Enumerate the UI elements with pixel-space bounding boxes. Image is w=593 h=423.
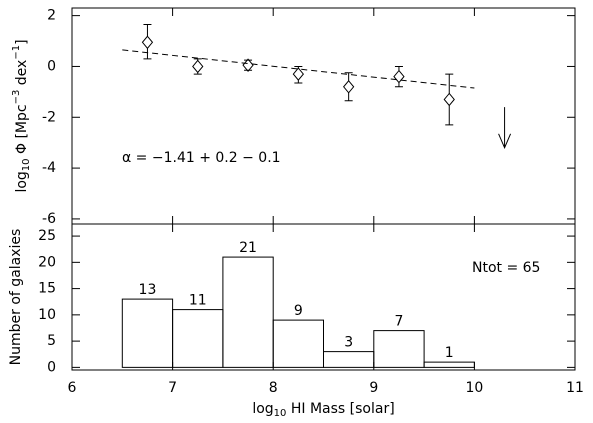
y-tick-label: 5 — [47, 333, 56, 349]
label-part: −1 — [11, 45, 22, 60]
label-part: HI Mass [solar] — [286, 401, 394, 417]
error-bar — [344, 72, 353, 102]
data-point — [141, 35, 154, 50]
label-part: 10 — [21, 158, 32, 171]
y-tick-label: -4 — [42, 160, 56, 176]
error-bar — [294, 65, 303, 84]
x-tick-label: 10 — [465, 380, 483, 396]
axis-label: log10 Φ [Mpc−3 dex−1] — [11, 39, 32, 192]
data-point — [342, 79, 355, 94]
y-axis-label: Number of galaxies — [8, 229, 24, 366]
plot-frame — [71, 7, 576, 225]
data-point — [393, 69, 405, 84]
value-label: 13 — [139, 282, 157, 298]
value-label: 3 — [344, 335, 353, 351]
histogram-bar — [172, 309, 224, 368]
error-bar — [445, 73, 454, 126]
y-tick-label: 0 — [47, 359, 56, 375]
data-point — [242, 58, 254, 72]
error-bar — [394, 65, 403, 88]
y-tick-label: 25 — [38, 228, 56, 244]
y-tick-label: 20 — [38, 254, 56, 270]
value-label: 7 — [394, 314, 403, 330]
value-label: 11 — [189, 293, 207, 309]
histogram-bar — [222, 256, 274, 368]
y-tick-label: -2 — [42, 109, 56, 125]
y-tick-label: 10 — [38, 307, 56, 323]
label-part: log — [252, 401, 273, 417]
label-part: −3 — [11, 90, 22, 105]
data-point — [192, 59, 204, 74]
value-label: 1 — [445, 345, 454, 361]
axis-label: log10 HI Mass [solar] — [252, 401, 394, 419]
value-label: 9 — [294, 303, 303, 319]
data-point — [443, 92, 455, 107]
upper-limit-arrow — [498, 107, 512, 150]
label-part: ] — [14, 39, 30, 44]
label-part: dex — [14, 60, 30, 90]
data-point — [292, 67, 305, 81]
error-bar — [193, 58, 202, 75]
histogram-bar — [423, 361, 475, 368]
y-tick-label: 15 — [38, 281, 56, 297]
value-label: 21 — [239, 240, 257, 256]
error-bar — [244, 59, 253, 72]
histogram-bar — [323, 351, 375, 368]
fit-line — [122, 49, 475, 89]
annotation: α = −1.41 + 0.2 − 0.1 — [122, 150, 281, 166]
y-tick-label: -6 — [42, 211, 56, 227]
x-tick-label: 6 — [68, 380, 77, 396]
x-tick-label: 8 — [269, 380, 278, 396]
histogram-bar — [373, 330, 425, 368]
annotation: Ntot = 65 — [472, 260, 540, 276]
label-part: log — [14, 171, 30, 192]
histogram-bar — [121, 298, 174, 368]
label-part: Φ [Mpc — [14, 104, 30, 158]
x-tick-label: 11 — [566, 380, 584, 396]
plot-frame — [71, 223, 576, 371]
label-part: 10 — [274, 408, 287, 419]
x-tick-label: 9 — [369, 380, 378, 396]
error-bar — [143, 24, 152, 60]
histogram-bar — [272, 319, 325, 368]
y-tick-label: 2 — [47, 8, 56, 24]
y-tick-label: 0 — [47, 58, 56, 74]
x-tick-label: 7 — [168, 380, 177, 396]
